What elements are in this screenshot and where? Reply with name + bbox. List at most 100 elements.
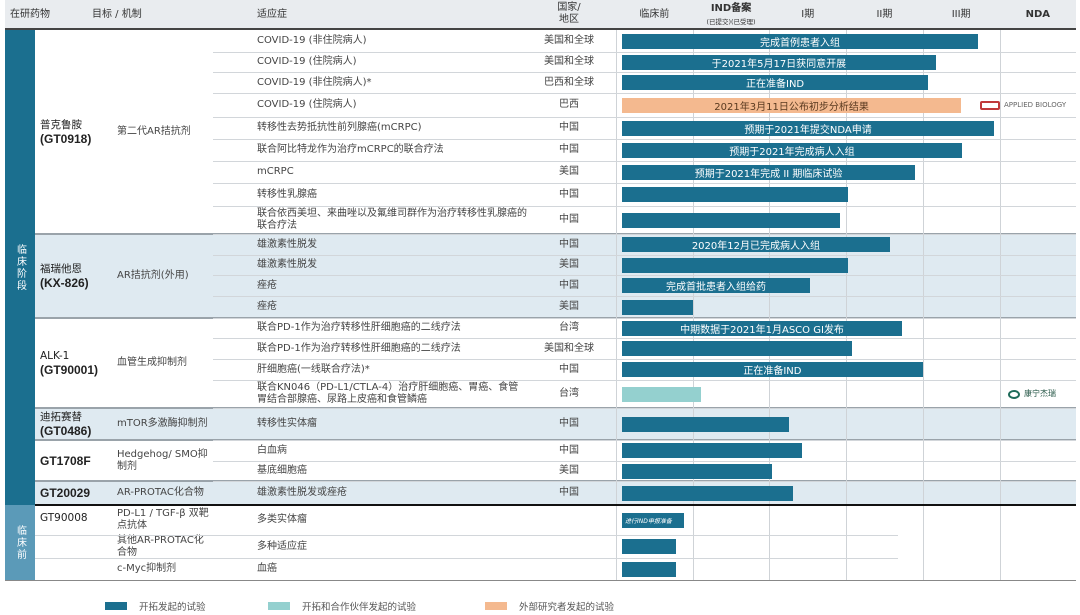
- drug-target: 其他AR-PROTAC化合物: [117, 534, 204, 558]
- region: 中国: [559, 238, 579, 250]
- row-divider: [213, 275, 1076, 276]
- drug-target: c-Myc抑制剂: [117, 563, 177, 574]
- drug-target: 第二代AR拮抗剂: [117, 126, 191, 137]
- partner-logo: 康宁杰瑞: [1008, 380, 1056, 408]
- trial-bar[interactable]: [622, 416, 790, 432]
- trial-bar[interactable]: [622, 539, 676, 554]
- row-divider: [213, 93, 1076, 94]
- trial-bar[interactable]: [622, 443, 803, 458]
- trial-bar[interactable]: [622, 257, 848, 273]
- trial-bar[interactable]: 中期数据于2021年1月ASCO GI发布: [622, 320, 903, 336]
- trial-bar[interactable]: [622, 187, 848, 202]
- row-divider: [35, 535, 898, 536]
- trial-bar[interactable]: 于2021年5月17日获同意开展: [622, 54, 936, 70]
- trial-bar[interactable]: [622, 485, 794, 501]
- indication: 白血病: [257, 444, 287, 456]
- header-ind-sub: (已提交)(已受理): [706, 18, 756, 26]
- drug-name: 普克鲁胺 (GT0918): [40, 30, 115, 234]
- trial-bar[interactable]: 正在准备IND: [622, 362, 923, 377]
- region: 巴西和全球: [544, 76, 594, 88]
- trial-bar[interactable]: 预期于2021年提交NDA申请: [622, 120, 995, 136]
- trial-bar[interactable]: [622, 561, 676, 577]
- drug-code: (GT90001): [40, 363, 99, 377]
- drug-target: AR拮抗剂(外用): [117, 270, 189, 281]
- indication: 联合阿比特龙作为治疗mCRPC的联合疗法: [257, 144, 444, 155]
- region: 台湾: [559, 322, 579, 333]
- drug-name: GT90008: [40, 512, 88, 524]
- indication: 雄激素性脱发: [257, 238, 317, 250]
- header-phase: III期: [951, 9, 971, 20]
- indication: COVID-19 (非住院病人)*: [257, 76, 372, 88]
- drug-name: GT1708F: [40, 440, 115, 481]
- row-divider: [213, 139, 1076, 140]
- region: 中国: [559, 418, 579, 429]
- row-divider: [213, 380, 1076, 381]
- group-band: [35, 481, 1076, 505]
- region: 中国: [559, 188, 579, 200]
- section-preclinical: 临床前: [5, 505, 35, 580]
- region: 美国: [559, 301, 579, 312]
- row-divider: [213, 117, 1076, 118]
- header-indication: 适应症: [257, 9, 287, 20]
- trial-bar[interactable]: 完成首批患者入组给药: [622, 278, 811, 293]
- drug-target: Hedgehog/ SMO抑制剂: [117, 448, 208, 472]
- row-divider: [213, 161, 1076, 162]
- region: 美国: [559, 259, 579, 270]
- drug-code: GT1708F: [40, 453, 91, 468]
- indication: 血癌: [257, 563, 277, 574]
- header-drug: 在研药物: [10, 9, 50, 20]
- trial-bar[interactable]: [622, 299, 693, 315]
- row-divider: [213, 359, 1076, 360]
- trial-bar[interactable]: [622, 341, 853, 356]
- phase-gridline: [846, 30, 847, 580]
- row-divider: [213, 234, 1076, 235]
- indication: mCRPC: [257, 166, 294, 177]
- trial-bar[interactable]: [622, 212, 840, 228]
- legend-label: 外部研究者发起的试验: [519, 602, 615, 613]
- indication: 雄激素性脱发或痤疮: [257, 487, 347, 498]
- region: 台湾: [559, 388, 579, 399]
- legend-item: 开拓和合作伙伴发起的试验: [268, 599, 416, 613]
- header-target: 目标 / 机制: [92, 9, 142, 20]
- indication: 联合依西美坦、来曲唑以及氟维司群作为治疗转移性乳腺癌的联合疗法: [257, 208, 527, 231]
- drug-target: AR-PROTAC化合物: [117, 487, 204, 498]
- indication: 痤疮: [257, 301, 277, 312]
- row-divider: [213, 52, 1076, 53]
- region: 美国和全球: [544, 342, 594, 354]
- header-phase: IND备案: [710, 3, 752, 14]
- trial-bar[interactable]: 2020年12月已完成病人入组: [622, 237, 890, 252]
- indication: 联合PD-1作为治疗转移性肝细胞癌的二线疗法: [257, 342, 461, 354]
- drug-code: GT20029: [40, 486, 91, 500]
- region: 中国: [559, 444, 579, 456]
- trial-bar[interactable]: [622, 463, 772, 479]
- indication: 联合KN046（PD-L1/CTLA-4）治疗肝细胞癌、胃癌、食管胃结合部腺癌、…: [257, 382, 519, 405]
- drug-cn: 福瑞他恩: [40, 263, 82, 275]
- trial-bar[interactable]: 预期于2021年完成 II 期临床试验: [622, 164, 916, 180]
- header-phase: 临床前: [639, 9, 670, 20]
- trial-bar[interactable]: 完成首例患者入组: [622, 33, 979, 49]
- row-divider: [213, 72, 1076, 73]
- row-divider: [213, 255, 1076, 256]
- region: 中国: [559, 487, 579, 498]
- logo-text: 康宁杰瑞: [1024, 389, 1056, 398]
- indication: 转移性乳腺癌: [257, 188, 317, 200]
- clinical-preclinical-divider: [5, 504, 1076, 506]
- logo-text: APPLIED BIOLOGY: [1004, 101, 1067, 109]
- partner-logo: APPLIED BIOLOGY: [980, 93, 1066, 117]
- drug-cn: ALK-1: [40, 350, 70, 362]
- table-header: 在研药物 目标 / 机制 适应症 国家/地区 临床前 IND备案 I期 II期 III期 NDA (…: [5, 0, 1076, 30]
- region: 中国: [559, 144, 579, 155]
- phase-gridline: [693, 30, 694, 580]
- trial-bar[interactable]: [622, 386, 702, 402]
- trial-bar[interactable]: 预期于2021年完成病人入组: [622, 142, 962, 158]
- indication: 转移性去势抵抗性前列腺癌(mCRPC): [257, 122, 422, 133]
- legend-label: 开拓发起的试验: [139, 602, 206, 613]
- drug-name: 迪拓赛替 (GT0486): [40, 408, 115, 440]
- trial-bar[interactable]: 2021年3月11日公布初步分析结果: [622, 97, 962, 113]
- row-divider: [35, 558, 898, 559]
- trial-bar[interactable]: 进行IND申报准备: [622, 512, 685, 528]
- legend-swatch: [105, 602, 127, 610]
- row-divider: [213, 206, 1076, 207]
- legend-swatch: [485, 602, 507, 610]
- trial-bar[interactable]: 正在准备IND: [622, 75, 929, 90]
